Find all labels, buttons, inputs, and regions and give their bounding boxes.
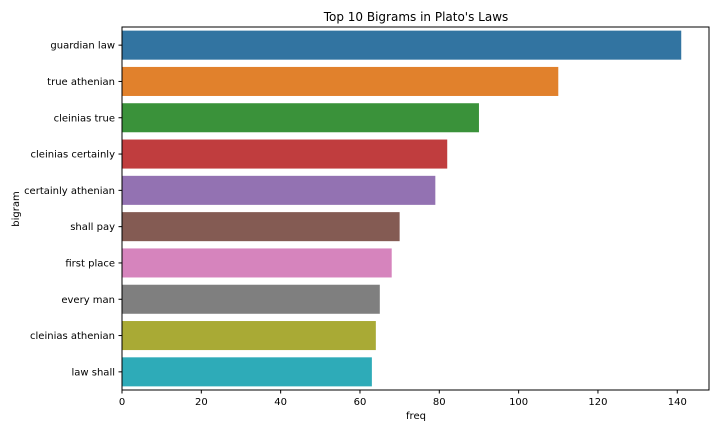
bar-7 — [122, 284, 380, 314]
bar-5 — [122, 212, 400, 242]
x-tick-label-6: 120 — [588, 397, 607, 408]
bar-6 — [122, 248, 392, 278]
x-tick-label-0: 0 — [119, 397, 125, 408]
y-tick-label-7: every man — [61, 295, 115, 306]
x-tick-label-3: 60 — [354, 397, 367, 408]
x-tick-label-1: 20 — [195, 397, 208, 408]
bar-8 — [122, 321, 376, 351]
y-tick-label-3: cleinias certainly — [31, 150, 116, 161]
x-tick-label-5: 100 — [509, 397, 528, 408]
bar-3 — [122, 139, 448, 169]
bar-1 — [122, 66, 559, 96]
bar-0 — [122, 30, 682, 60]
y-tick-label-2: cleinias true — [54, 113, 115, 124]
y-axis-ticks: guardian law true athenian cleinias true cl… — [24, 41, 122, 378]
x-axis-ticks: 0 20 40 60 80 100 120 140 — [119, 390, 687, 408]
bar-2 — [122, 103, 479, 133]
x-axis-label: freq — [406, 411, 426, 422]
y-axis-label: bigram — [11, 191, 22, 226]
bar-4 — [122, 175, 436, 205]
x-tick-label-7: 140 — [668, 397, 687, 408]
bars-group — [122, 30, 682, 387]
bar-9 — [122, 357, 372, 387]
y-tick-label-5: shall pay — [70, 222, 115, 233]
plot-frame — [121, 26, 710, 391]
y-tick-label-4: certainly athenian — [24, 186, 115, 197]
x-tick-label-2: 40 — [274, 397, 287, 408]
y-tick-label-8: cleinias athenian — [30, 331, 115, 342]
chart-title: Top 10 Bigrams in Plato's Laws — [323, 10, 509, 24]
y-tick-label-0: guardian law — [50, 41, 115, 52]
x-tick-label-4: 80 — [433, 397, 446, 408]
y-tick-label-1: true athenian — [47, 77, 115, 88]
y-tick-label-6: first place — [65, 258, 115, 269]
y-tick-label-9: law shall — [72, 367, 116, 378]
